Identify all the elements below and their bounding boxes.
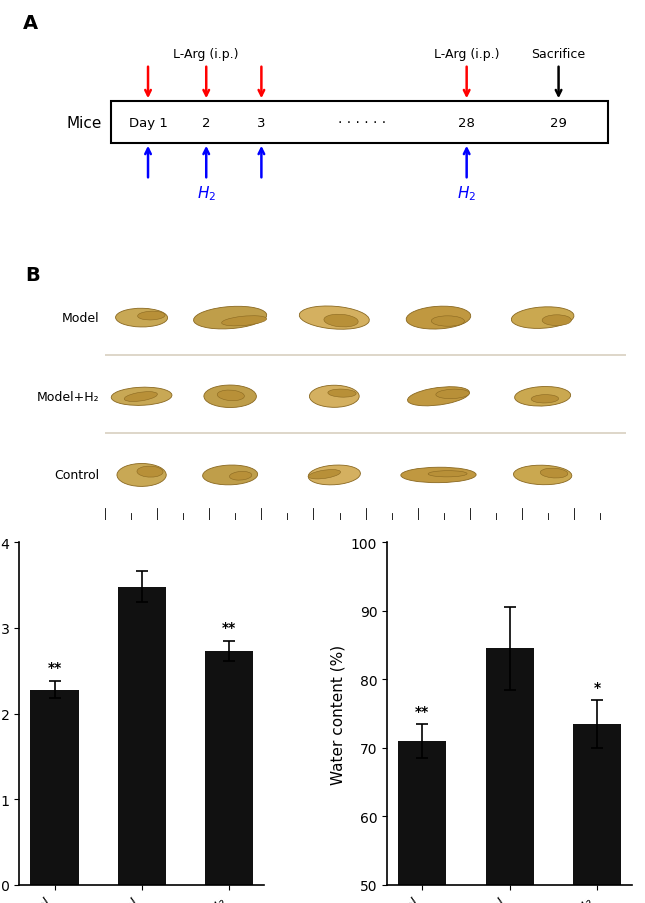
Text: 3: 3: [257, 116, 266, 129]
Text: 28: 28: [458, 116, 475, 129]
Text: Model: Model: [61, 312, 99, 325]
Bar: [398, 741, 446, 903]
Text: A: A: [23, 14, 37, 33]
Bar: [486, 648, 533, 903]
Text: **: **: [47, 660, 62, 675]
Bar: [118, 587, 166, 885]
Text: $H_2$: $H_2$: [197, 184, 216, 203]
Text: B: B: [26, 266, 40, 285]
Text: 29: 29: [550, 116, 567, 129]
Bar: [573, 724, 621, 903]
Text: 2: 2: [202, 116, 210, 129]
Text: **: **: [415, 704, 430, 719]
Text: $H_2$: $H_2$: [457, 184, 476, 203]
Text: **: **: [222, 620, 237, 634]
Text: Model+H₂: Model+H₂: [36, 390, 99, 404]
Bar: [30, 690, 79, 885]
Text: Day 1: Day 1: [128, 116, 168, 129]
Text: Mice: Mice: [66, 116, 102, 130]
Text: · · · · · ·: · · · · · ·: [339, 116, 386, 130]
Text: *: *: [593, 681, 600, 694]
Text: L-Arg (i.p.): L-Arg (i.p.): [174, 49, 239, 61]
Bar: [112, 102, 608, 144]
Text: Control: Control: [54, 469, 99, 482]
Bar: [205, 651, 253, 885]
Y-axis label: Water content (%): Water content (%): [330, 644, 345, 784]
Text: L-Arg (i.p.): L-Arg (i.p.): [434, 49, 499, 61]
Text: Sacrifice: Sacrifice: [531, 49, 586, 61]
